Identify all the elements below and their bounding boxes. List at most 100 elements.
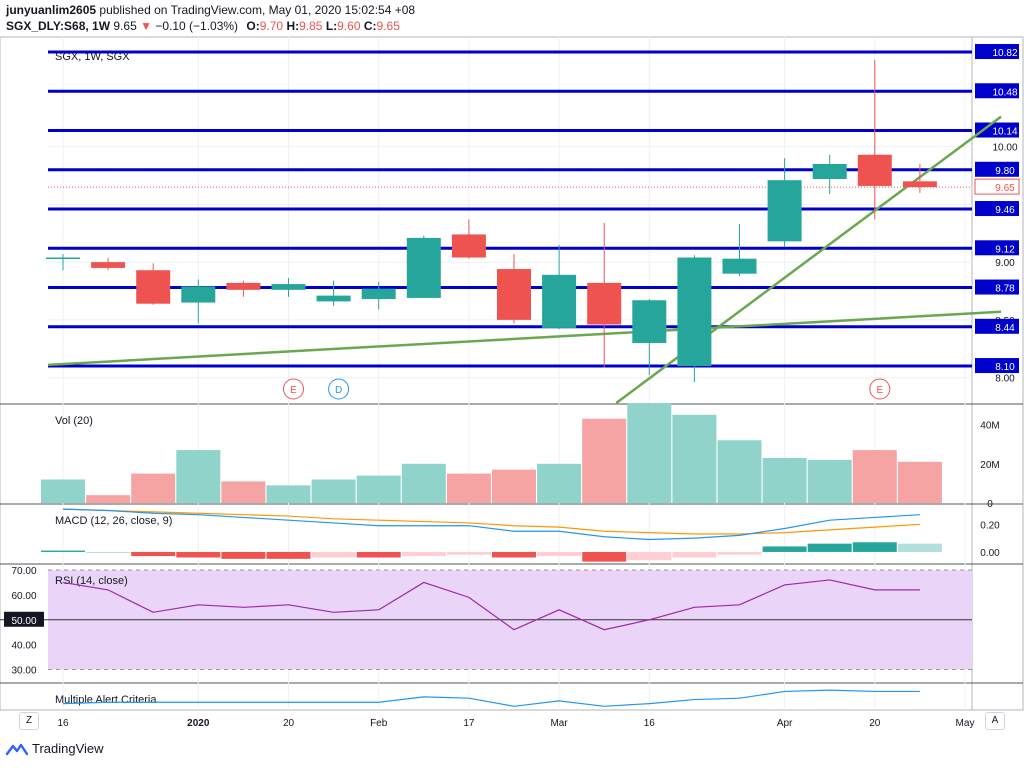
level-label-text: 10.82 xyxy=(992,48,1017,59)
level-label-box xyxy=(975,279,1019,295)
symbol-name: SGX_DLY:S68, 1W xyxy=(6,19,111,33)
level-label-box xyxy=(975,318,1019,334)
author-name[interactable]: junyuanlim2605 xyxy=(6,3,97,17)
volume-bar xyxy=(537,463,582,503)
alert-pane-title: Multiple Alert Criteria xyxy=(55,694,157,706)
close-value: 9.65 xyxy=(376,19,400,33)
macd-histogram-bar xyxy=(311,551,356,558)
level-label-text: 10.48 xyxy=(992,87,1017,98)
scale-toggle-button[interactable]: Z xyxy=(19,712,39,730)
level-label-box xyxy=(975,161,1019,177)
volume-pane-title: Vol (20) xyxy=(55,415,93,427)
level-label-text: 9.12 xyxy=(995,244,1015,255)
brand-name: TradingView xyxy=(32,741,104,756)
level-label-text: 8.10 xyxy=(995,362,1015,373)
volume-bar xyxy=(221,481,266,503)
published-text: published on TradingView.com, May 01, 20… xyxy=(99,3,416,17)
volume-bar xyxy=(582,418,627,503)
volume-axis-tick: 20M xyxy=(980,460,999,471)
macd-histogram-bar xyxy=(672,551,717,558)
macd-histogram-bar xyxy=(852,542,897,552)
dividend-event-marker xyxy=(328,378,350,400)
symbol-header: SGX_DLY:S68, 1W 9.65 ▼ −0.10 (−1.03%) O:… xyxy=(6,19,400,33)
candle-body xyxy=(902,181,937,188)
macd-histogram-bar xyxy=(356,551,401,558)
candle-body xyxy=(46,257,80,260)
level-label-text: 9.46 xyxy=(995,205,1015,216)
macd-histogram-bar xyxy=(627,551,672,561)
rsi-pane-title: RSI (14, close) xyxy=(55,575,128,587)
macd-histogram-bar xyxy=(41,550,85,552)
brand: TradingView xyxy=(6,741,104,756)
macd-axis-tick: 0.00 xyxy=(980,548,1000,559)
macd-histogram-bar xyxy=(807,543,852,552)
level-label-text: 9.80 xyxy=(995,166,1015,177)
macd-histogram-bar xyxy=(446,551,491,555)
time-axis-tick: Mar xyxy=(550,718,568,729)
volume-bar xyxy=(627,403,672,503)
candle-body xyxy=(722,258,757,274)
time-axis-tick: 2020 xyxy=(187,718,210,729)
candle-body xyxy=(181,286,216,303)
time-axis-tick: May xyxy=(956,718,975,729)
volume-bar xyxy=(762,457,807,503)
rsi-axis-tick: 40.00 xyxy=(11,641,36,652)
high-key: H: xyxy=(286,19,300,33)
candle-body xyxy=(91,262,126,268)
candle-body xyxy=(451,234,486,258)
last-price-label-box xyxy=(974,178,1020,195)
earnings-event-marker xyxy=(283,378,304,400)
level-label-box xyxy=(975,122,1019,138)
earnings-event-label: E xyxy=(876,385,883,396)
volume-bar xyxy=(266,485,311,503)
volume-bar xyxy=(672,414,717,503)
macd-histogram-bar xyxy=(897,543,942,552)
candle-body xyxy=(812,164,847,180)
volume-bar xyxy=(86,495,131,503)
level-label-box xyxy=(975,83,1019,99)
candle-body xyxy=(136,270,171,304)
time-axis-tick: Apr xyxy=(777,718,793,729)
earnings-event-label: E xyxy=(290,385,297,396)
time-axis-tick: 20 xyxy=(869,718,881,729)
volume-bar xyxy=(356,475,401,503)
volume-bar xyxy=(401,463,446,503)
candle-body xyxy=(767,180,802,242)
volume-bar xyxy=(176,450,221,503)
time-axis-tick: 20 xyxy=(283,718,295,729)
volume-bar xyxy=(131,473,176,503)
price-axis-tick: 10.00 xyxy=(992,143,1017,154)
macd-histogram-bar xyxy=(492,551,536,558)
level-label-box xyxy=(975,358,1019,374)
rsi-axis-tick: 60.00 xyxy=(11,591,36,602)
price-change: −0.10 (−1.03%) xyxy=(155,19,239,33)
chart-frame xyxy=(0,36,1024,711)
macd-histogram-bar xyxy=(86,551,131,553)
candle-body xyxy=(497,269,531,320)
volume-bar xyxy=(807,459,852,503)
rsi-line xyxy=(62,579,920,631)
level-label-text: 8.44 xyxy=(995,323,1015,334)
price-axis-tick: 8.00 xyxy=(995,374,1015,385)
volume-bar xyxy=(311,479,356,503)
volume-bar xyxy=(492,469,536,503)
last-price: 9.65 xyxy=(113,19,137,33)
level-label-box xyxy=(975,44,1019,60)
candle-body xyxy=(316,295,351,302)
volume-bar xyxy=(446,473,491,503)
macd-histogram-bar xyxy=(537,551,582,557)
candle-body xyxy=(587,282,622,325)
auto-scale-button[interactable]: A xyxy=(985,712,1005,730)
rsi-midline-label-box xyxy=(4,611,44,627)
macd-histogram-bar xyxy=(401,551,446,557)
volume-bar xyxy=(852,450,897,503)
volume-bar xyxy=(897,461,942,503)
macd-signal-line xyxy=(62,508,920,535)
macd-histogram-bar xyxy=(266,551,311,559)
level-label-box xyxy=(975,240,1019,256)
tradingview-logo-icon xyxy=(6,743,28,755)
macd-pane-title: MACD (12, 26, close, 9) xyxy=(55,515,172,527)
price-axis-tick: 9.00 xyxy=(995,258,1015,269)
time-axis-tick: Feb xyxy=(370,718,388,729)
